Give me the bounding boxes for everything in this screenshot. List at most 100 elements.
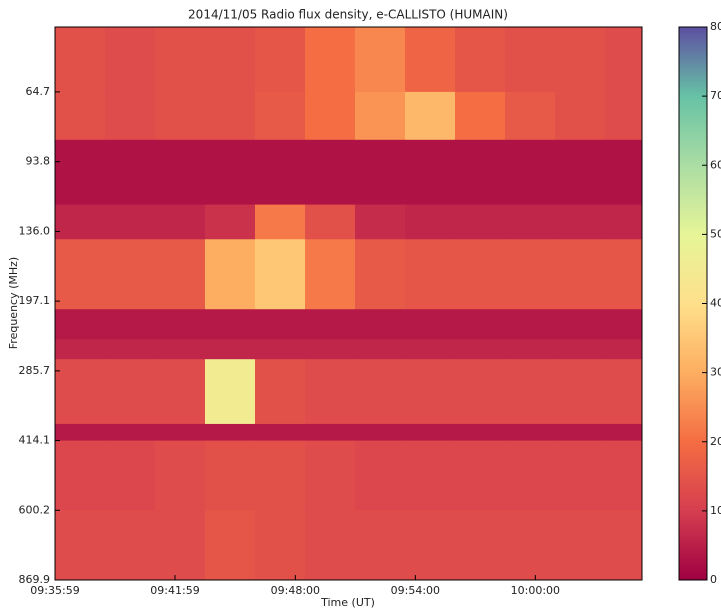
heatmap-cell <box>505 510 556 581</box>
heatmap-cell <box>555 309 606 340</box>
heatmap-cell <box>455 239 506 310</box>
heatmap-cell <box>155 510 206 581</box>
colorbar-tick-label: 80 <box>710 20 721 33</box>
heatmap-cell <box>305 339 356 360</box>
y-tick-label: 197.1 <box>19 294 51 307</box>
heatmap-cell <box>255 309 306 340</box>
heatmap-cell <box>455 204 506 240</box>
heatmap-cell <box>55 423 106 442</box>
heatmap-cell <box>505 423 556 442</box>
heatmap-cell <box>255 239 306 310</box>
heatmap-cell <box>205 91 256 141</box>
heatmap-cell <box>55 339 106 360</box>
heatmap-cell <box>305 309 356 340</box>
heatmap-cell <box>305 91 356 141</box>
heatmap-cell <box>205 309 256 340</box>
heatmap-cell <box>505 339 556 360</box>
heatmap-cell <box>355 359 406 425</box>
heatmap-cell <box>205 27 256 93</box>
chart-title: 2014/11/05 Radio flux density, e-CALLIST… <box>188 8 508 22</box>
y-tick-label: 64.7 <box>26 85 51 98</box>
heatmap-cell <box>255 440 306 511</box>
heatmap-cell <box>405 239 456 310</box>
heatmap-cell <box>105 139 156 206</box>
heatmap-cell <box>605 27 643 93</box>
heatmap-cell <box>505 204 556 240</box>
heatmap-cell <box>605 239 643 310</box>
y-tick-label: 285.7 <box>19 364 51 377</box>
heatmap-cell <box>55 204 106 240</box>
heatmap-cell <box>355 139 406 206</box>
heatmap-cell <box>455 359 506 425</box>
y-axis-label: Frequency (MHz) <box>7 257 20 349</box>
x-tick-label: 09:35:59 <box>30 584 79 597</box>
heatmap-cell <box>405 91 456 141</box>
heatmap-cell <box>105 339 156 360</box>
heatmap-cell <box>355 423 406 442</box>
heatmap-cell <box>55 239 106 310</box>
heatmap-cell <box>105 510 156 581</box>
heatmap-cell <box>105 309 156 340</box>
y-tick-label: 93.8 <box>26 155 51 168</box>
heatmap-cell <box>255 139 306 206</box>
heatmap-cell <box>555 239 606 310</box>
x-axis-label: Time (UT) <box>320 596 375 609</box>
heatmap-cell <box>105 91 156 141</box>
heatmap-cell <box>555 423 606 442</box>
heatmap-cell <box>305 139 356 206</box>
heatmap-cell <box>305 27 356 93</box>
colorbar-tick-label: 10 <box>710 504 721 517</box>
heatmap-cell <box>605 510 643 581</box>
heatmap-cell <box>305 440 356 511</box>
heatmap-cell <box>455 423 506 442</box>
heatmap-cell <box>305 204 356 240</box>
x-tick-label: 09:48:00 <box>271 584 320 597</box>
heatmap-cell <box>305 239 356 310</box>
heatmap-cell <box>505 440 556 511</box>
heatmap-cell <box>105 423 156 442</box>
x-tick-label: 09:54:00 <box>391 584 440 597</box>
heatmap-cell <box>405 204 456 240</box>
plot-frame <box>54 26 643 581</box>
heatmap-cell <box>405 359 456 425</box>
heatmap-cell <box>55 440 106 511</box>
heatmap-cell <box>255 91 306 141</box>
heatmap-cell <box>305 423 356 442</box>
heatmap-cell <box>205 204 256 240</box>
heatmap-cell <box>605 423 643 442</box>
heatmap-cell <box>555 91 606 141</box>
heatmap-cell <box>155 423 206 442</box>
heatmap-cell <box>305 359 356 425</box>
heatmap-cell <box>105 27 156 93</box>
heatmap-cell <box>305 510 356 581</box>
heatmap-cell <box>405 339 456 360</box>
heatmap-cell <box>405 139 456 206</box>
x-tick-label: 10:00:00 <box>511 584 560 597</box>
heatmap-cell <box>505 139 556 206</box>
heatmap-cell <box>355 440 406 511</box>
heatmap-cell <box>355 204 406 240</box>
heatmap-cell <box>555 139 606 206</box>
heatmap-cell <box>505 239 556 310</box>
colorbar-tick-label: 50 <box>710 227 721 240</box>
heatmap-cell <box>205 510 256 581</box>
heatmap-cell <box>255 510 306 581</box>
heatmap-cell <box>105 239 156 310</box>
heatmap-cell <box>455 139 506 206</box>
heatmap-cell <box>155 91 206 141</box>
heatmap-cell <box>55 359 106 425</box>
heatmap-cell <box>505 91 556 141</box>
heatmap-cell <box>605 359 643 425</box>
heatmap-cell <box>355 91 406 141</box>
heatmap-cell <box>555 359 606 425</box>
heatmap-cell <box>405 309 456 340</box>
heatmap-cell <box>355 339 406 360</box>
heatmap-cell <box>605 309 643 340</box>
heatmap-cell <box>105 440 156 511</box>
colorbar-tick-label: 30 <box>710 366 721 379</box>
heatmap-cell <box>605 91 643 141</box>
heatmap-cell <box>155 309 206 340</box>
heatmap-cell <box>105 204 156 240</box>
colorbar-tick-label: 70 <box>710 89 721 102</box>
